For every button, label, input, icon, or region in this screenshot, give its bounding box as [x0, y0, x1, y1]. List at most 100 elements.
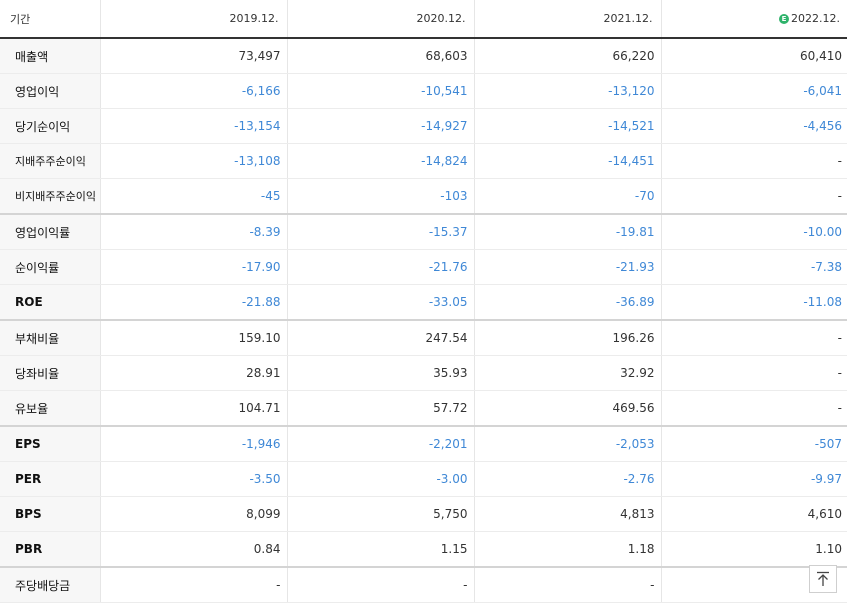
value-cell: - — [660, 319, 847, 356]
value-cell: - — [660, 355, 847, 391]
estimate-badge-icon: E — [779, 14, 790, 24]
table-row: 당좌비율 28.91 35.93 32.92- — [0, 355, 847, 391]
value-cell: -9.97 — [660, 461, 847, 497]
value-cell: -6,041 — [660, 73, 847, 109]
table-row: EPS -1,946 -2,201 -2,053 -507 — [0, 425, 847, 462]
table-row: 비지배주주순이익 -45 -103 -70- — [0, 178, 847, 215]
value-cell: 28.91 — [99, 355, 287, 391]
table-row: 주당배당금 - - - — [0, 566, 847, 603]
value-cell: -7.38 — [660, 249, 847, 285]
table-row: ROE -21.88 -33.05 -36.89 -11.08 — [0, 284, 847, 321]
value-cell: 469.56 — [473, 390, 661, 427]
column-header: 2021.12. — [473, 0, 661, 39]
value-cell: 4,610 — [660, 496, 847, 532]
row-label: ROE — [0, 284, 100, 321]
value-cell: 104.71 — [99, 390, 287, 427]
value-cell: - — [99, 566, 287, 603]
row-label: PBR — [0, 531, 100, 568]
row-label: PER — [0, 461, 100, 497]
value-cell: -70 — [473, 178, 661, 215]
row-label: EPS — [0, 425, 100, 462]
value-cell: -14,824 — [286, 143, 474, 179]
table-row: BPS 8,099 5,750 4,813 4,610 — [0, 496, 847, 532]
row-label: BPS — [0, 496, 100, 532]
value-cell: -21.88 — [99, 284, 287, 321]
value-cell: -19.81 — [473, 213, 661, 250]
table-row: 부채비율 159.10 247.54 196.26- — [0, 319, 847, 356]
value-cell: 1.18 — [473, 531, 661, 568]
column-header-estimate: E 2022.12. — [660, 0, 847, 39]
column-header: 2020.12. — [286, 0, 474, 39]
value-cell: -4,456 — [660, 108, 847, 144]
table-row: 영업이익 -6,166 -10,541 -13,120 -6,041 — [0, 73, 847, 109]
row-label: 당기순이익 — [0, 108, 100, 144]
value-cell: 68,603 — [286, 38, 474, 74]
value-cell: -14,927 — [286, 108, 474, 144]
row-label: 부채비율 — [0, 319, 100, 356]
value-cell: -8.39 — [99, 213, 287, 250]
value-cell: 1.10 — [660, 531, 847, 568]
value-cell: -17.90 — [99, 249, 287, 285]
value-cell: 159.10 — [99, 319, 287, 356]
value-cell: -21.76 — [286, 249, 474, 285]
value-cell: -103 — [286, 178, 474, 215]
row-label: 지배주주순이익 — [0, 143, 100, 179]
value-cell: -36.89 — [473, 284, 661, 321]
row-label: 매출액 — [0, 38, 100, 74]
value-cell: -10.00 — [660, 213, 847, 250]
value-cell: -15.37 — [286, 213, 474, 250]
period-header: 기간 — [0, 0, 100, 39]
column-header: 2019.12. — [99, 0, 287, 39]
value-cell: - — [660, 143, 847, 179]
value-cell: -3.50 — [99, 461, 287, 497]
value-cell: 35.93 — [286, 355, 474, 391]
row-label: 비지배주주순이익 — [0, 178, 100, 215]
table-row: 매출액 73,497 68,603 66,220 60,410 — [0, 38, 847, 74]
value-cell: -13,120 — [473, 73, 661, 109]
value-cell: - — [473, 566, 661, 603]
value-cell: -33.05 — [286, 284, 474, 321]
scroll-to-top-button[interactable] — [809, 565, 837, 593]
column-header-label: 2022.12. — [791, 12, 840, 25]
table-row: 유보율 104.71 57.72 469.56- — [0, 390, 847, 427]
row-label: 당좌비율 — [0, 355, 100, 391]
value-cell: -13,108 — [99, 143, 287, 179]
table-row: 순이익률 -17.90 -21.76 -21.93 -7.38 — [0, 249, 847, 285]
table-row: 지배주주순이익 -13,108 -14,824 -14,451- — [0, 143, 847, 179]
row-label: 영업이익률 — [0, 213, 100, 250]
value-cell: -6,166 — [99, 73, 287, 109]
row-label: 주당배당금 — [0, 566, 100, 603]
value-cell: -14,521 — [473, 108, 661, 144]
table-row: 당기순이익 -13,154 -14,927 -14,521 -4,456 — [0, 108, 847, 144]
value-cell: -13,154 — [99, 108, 287, 144]
value-cell: - — [660, 390, 847, 427]
value-cell: -1,946 — [99, 425, 287, 462]
value-cell: 60,410 — [660, 38, 847, 74]
value-cell: -507 — [660, 425, 847, 462]
arrow-up-to-line-icon — [817, 571, 829, 586]
value-cell: 66,220 — [473, 38, 661, 74]
value-cell: - — [660, 178, 847, 215]
row-label: 순이익률 — [0, 249, 100, 285]
value-cell: -14,451 — [473, 143, 661, 179]
value-cell: 57.72 — [286, 390, 474, 427]
value-cell: -45 — [99, 178, 287, 215]
value-cell: 0.84 — [99, 531, 287, 568]
row-label: 유보율 — [0, 390, 100, 427]
value-cell: -2,053 — [473, 425, 661, 462]
value-cell: - — [286, 566, 474, 603]
table-row: PBR 0.84 1.15 1.18 1.10 — [0, 531, 847, 568]
row-label: 영업이익 — [0, 73, 100, 109]
table-row: 영업이익률 -8.39 -15.37 -19.81 -10.00 — [0, 213, 847, 250]
value-cell: 73,497 — [99, 38, 287, 74]
table-row: PER -3.50 -3.00 -2.76 -9.97 — [0, 461, 847, 497]
value-cell: 1.15 — [286, 531, 474, 568]
value-cell: -2.76 — [473, 461, 661, 497]
value-cell: -10,541 — [286, 73, 474, 109]
value-cell: -3.00 — [286, 461, 474, 497]
value-cell: 8,099 — [99, 496, 287, 532]
value-cell: 5,750 — [286, 496, 474, 532]
value-cell: -2,201 — [286, 425, 474, 462]
header-row: 기간 2019.12. 2020.12. 2021.12. E 2022.12. — [0, 0, 847, 39]
